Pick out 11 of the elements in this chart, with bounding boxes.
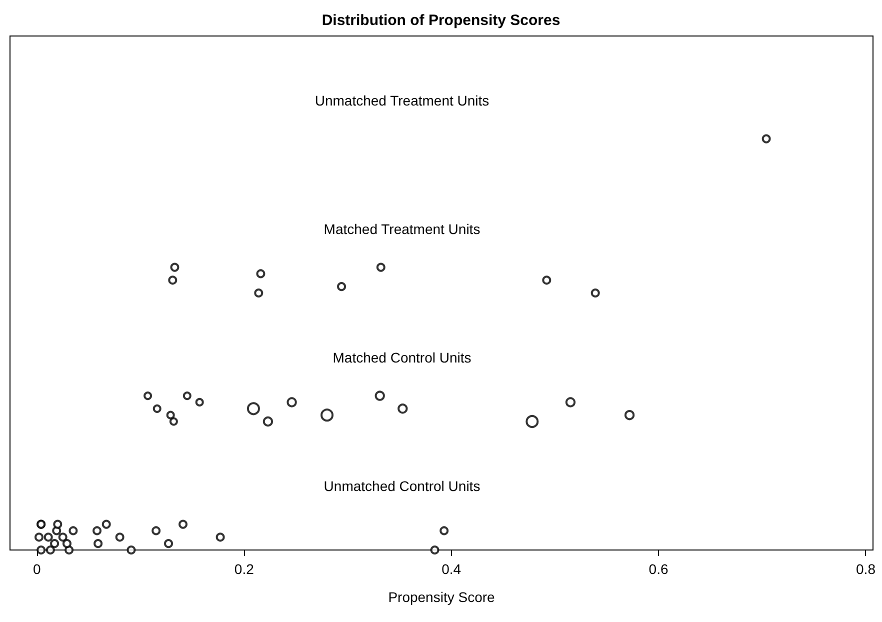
y-tick-label: Matched Control Units (332, 349, 472, 366)
x-axis-title: Propensity Score (388, 589, 496, 605)
y-tick-label: Matched Treatment Units (324, 220, 480, 237)
x-tick-label: 0 (33, 561, 42, 577)
chart-title: Distribution of Propensity Scores (322, 12, 560, 29)
y-tick-label: Unmatched Treatment Units (314, 92, 490, 108)
x-tick-label: 0.4 (442, 561, 462, 577)
x-tick-label: 0.8 (856, 561, 876, 577)
x-tick-label: 0.6 (648, 561, 668, 577)
x-tick-label: 0.2 (234, 561, 254, 577)
y-tick-label: Unmatched Control Units (324, 478, 480, 494)
